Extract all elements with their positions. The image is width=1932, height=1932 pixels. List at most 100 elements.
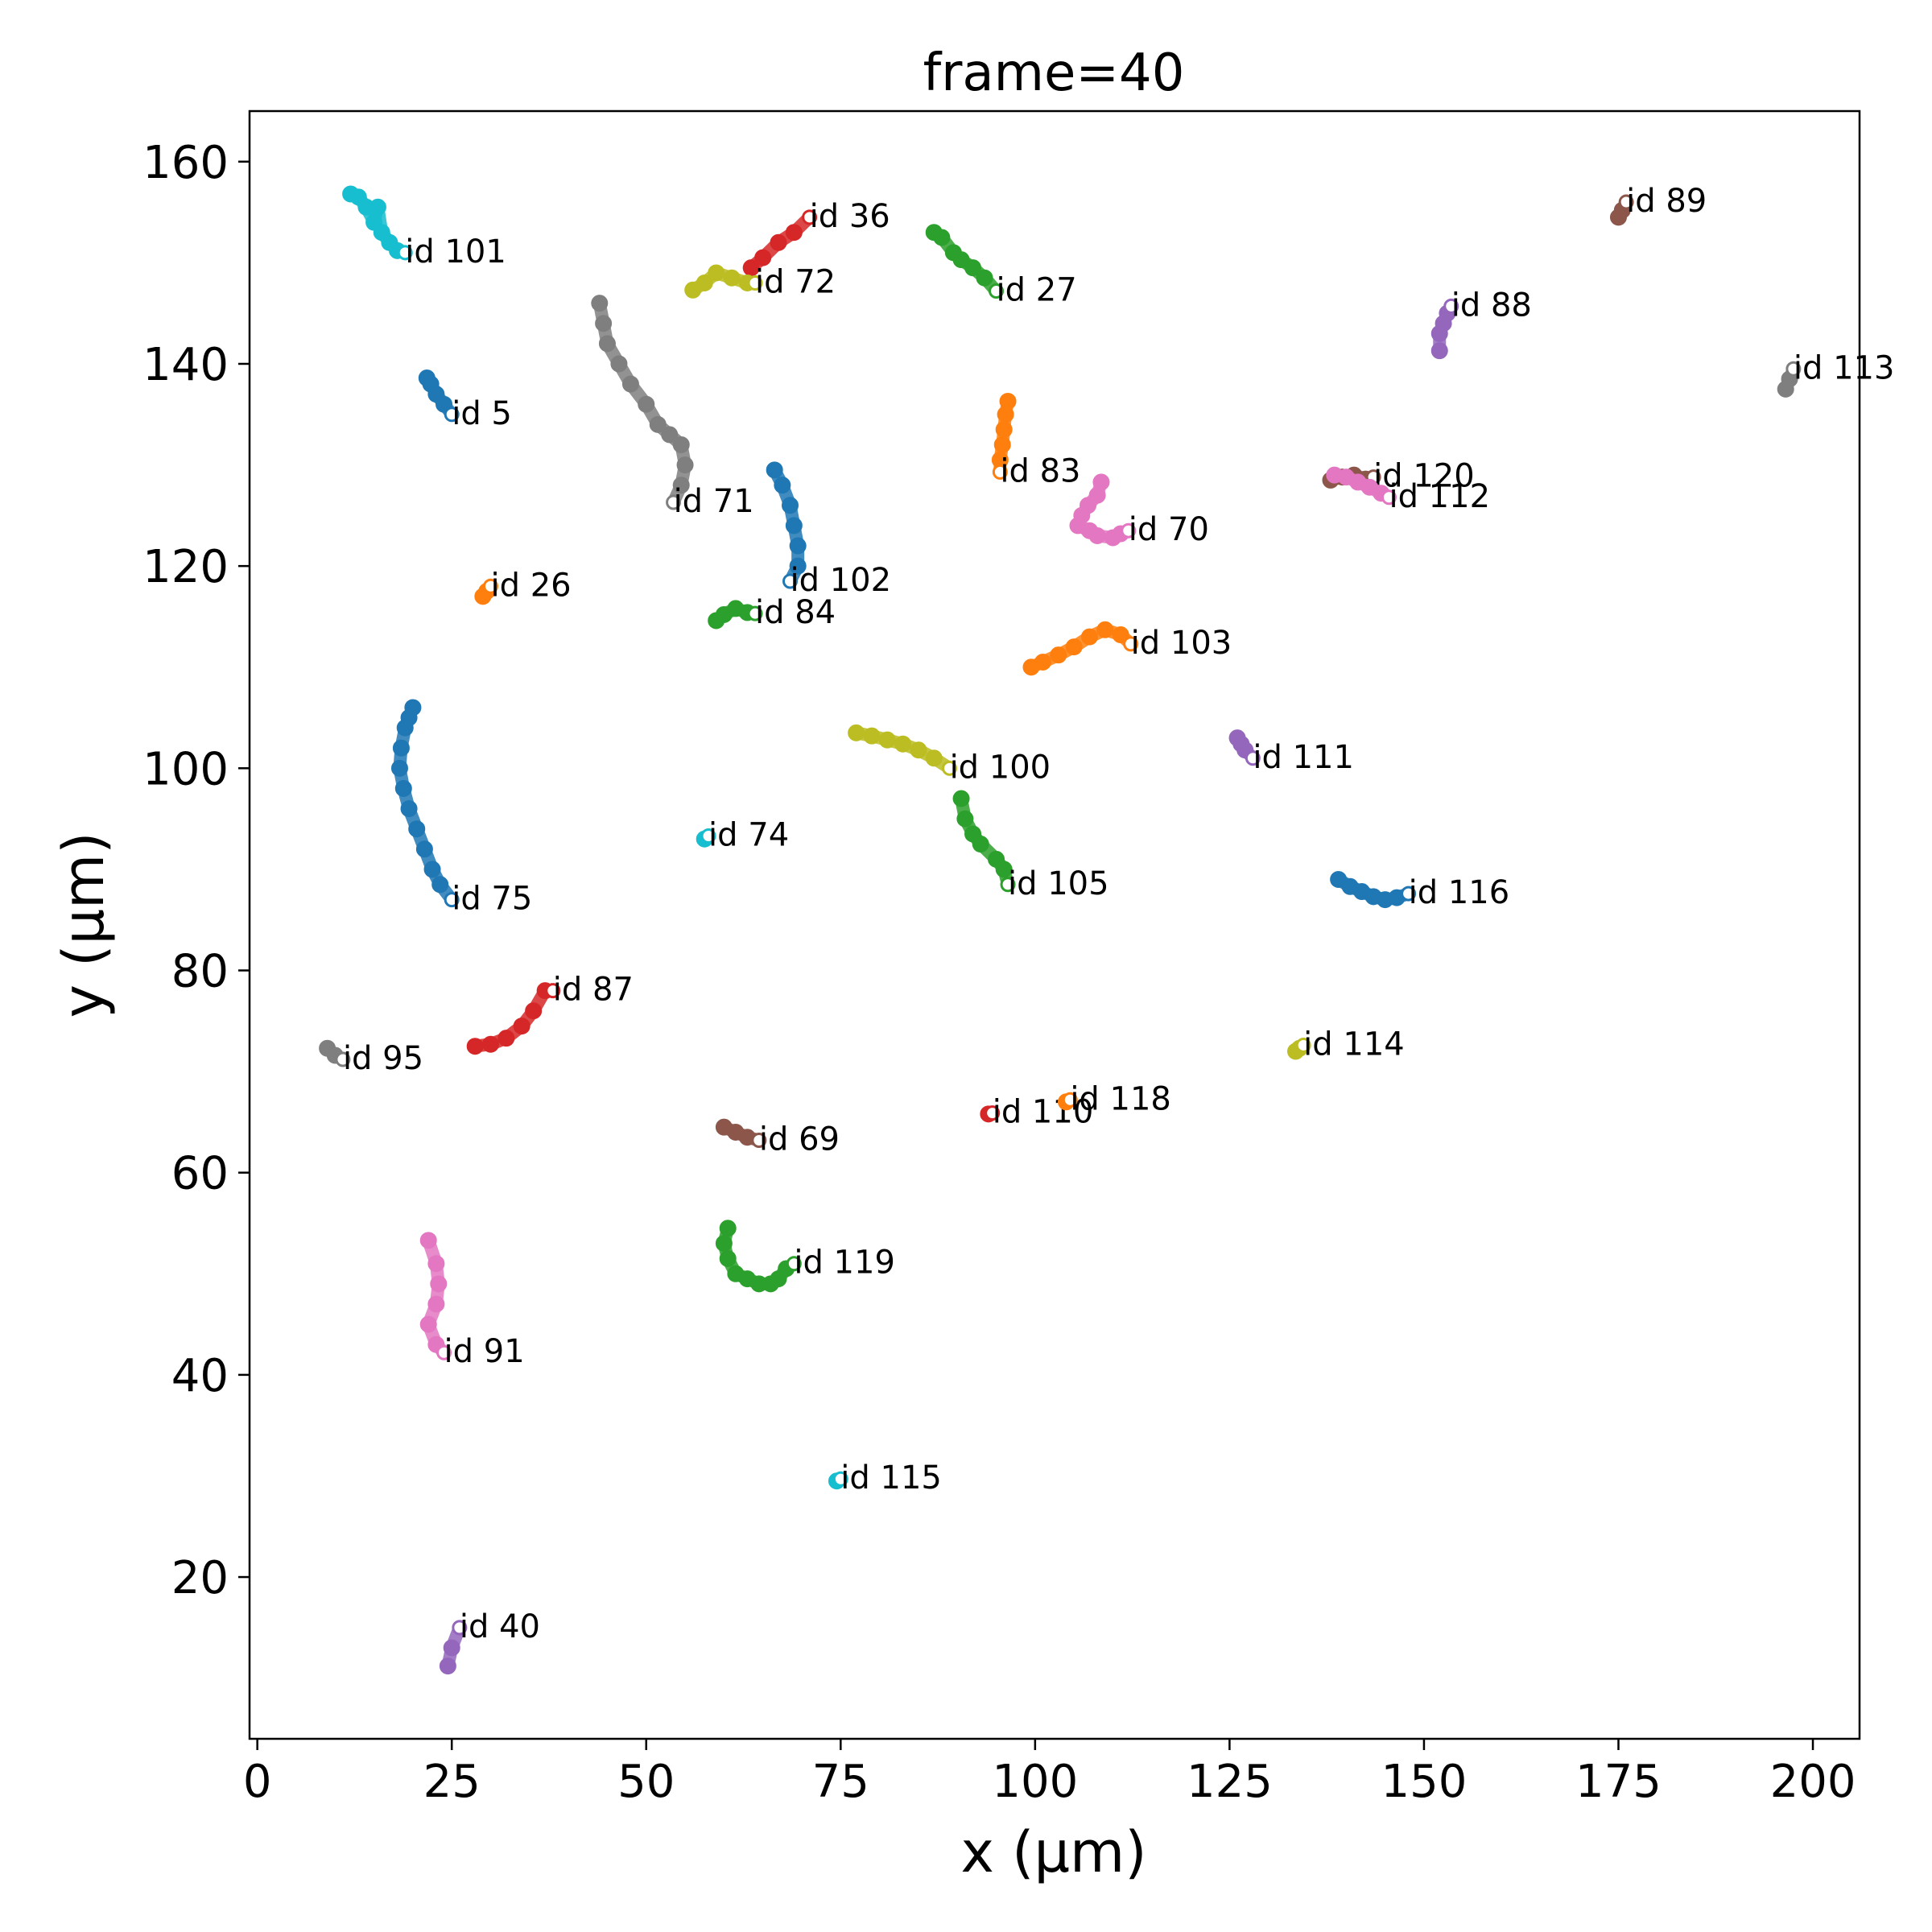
- track-point: [394, 779, 412, 797]
- track-point: [723, 269, 741, 287]
- track-id-40: id 40: [439, 1608, 540, 1675]
- x-axis-label: x (μm): [960, 1819, 1146, 1885]
- track-point: [995, 861, 1013, 878]
- track-label: id 26: [491, 567, 572, 604]
- track-label: id 72: [755, 264, 836, 301]
- track-id-119: id 119: [715, 1220, 895, 1293]
- track-point: [1050, 646, 1067, 664]
- track-point: [666, 494, 682, 510]
- track-point: [415, 840, 433, 858]
- track-point: [444, 892, 460, 908]
- track-point: [1112, 626, 1129, 644]
- track-point: [789, 557, 807, 575]
- track-point: [786, 1256, 802, 1272]
- track-label: id 111: [1253, 739, 1354, 776]
- track-point: [591, 295, 609, 312]
- track-id-5: id 5: [418, 369, 512, 432]
- track-id-75: id 75: [390, 699, 532, 918]
- track-point: [1088, 526, 1106, 544]
- track-point: [782, 573, 798, 589]
- y-tick-label: 100: [142, 743, 229, 795]
- y-tick-label: 80: [171, 946, 229, 998]
- track-point: [1381, 489, 1397, 506]
- track-label: id 114: [1303, 1026, 1405, 1063]
- y-axis-label: y (μm): [51, 832, 117, 1018]
- track-point: [747, 275, 763, 291]
- x-axis: 0 25 50 75 100 125 150 175 200: [243, 1739, 1856, 1808]
- track-id-36: id 36: [742, 198, 890, 277]
- track-id-88: id 88: [1430, 287, 1532, 360]
- track-point: [832, 1471, 848, 1487]
- track-point: [708, 264, 725, 282]
- track-point: [431, 876, 449, 894]
- track-label: id 119: [794, 1245, 895, 1282]
- y-axis: 20 40 60 80 100 120 140 160: [142, 137, 250, 1604]
- track-id-84: id 84: [708, 594, 836, 631]
- track-point: [419, 1232, 437, 1249]
- track-point: [595, 315, 613, 332]
- track-point: [789, 537, 807, 555]
- track-point: [621, 375, 639, 393]
- track-point: [785, 224, 803, 242]
- track-id-102: id 102: [766, 461, 891, 599]
- track-point: [894, 735, 912, 753]
- track-point: [925, 749, 943, 767]
- track-label: id 102: [790, 562, 891, 599]
- track-point: [1618, 194, 1634, 210]
- track-point: [770, 233, 787, 251]
- tracks: id 101 id 5 id 26 id 75 id 87 id 95 id 91 id 40…: [319, 183, 1895, 1675]
- track-point: [1121, 522, 1137, 539]
- x-tick-label: 25: [423, 1756, 481, 1808]
- track-label: id 36: [810, 198, 890, 235]
- track-point: [719, 1220, 737, 1237]
- track-id-83: id 83: [991, 392, 1080, 489]
- track-label: id 116: [1409, 874, 1510, 911]
- track-label: id 91: [444, 1333, 525, 1370]
- track-point: [545, 983, 561, 999]
- track-point: [802, 209, 818, 225]
- track-label: id 5: [452, 395, 512, 432]
- x-tick-label: 0: [243, 1756, 272, 1808]
- track-point: [742, 259, 760, 277]
- track-point: [649, 415, 667, 433]
- plot-frame: [248, 109, 1861, 1740]
- track-point: [423, 861, 441, 878]
- track-point: [910, 741, 927, 759]
- track-point: [392, 739, 410, 757]
- track-id-27: id 27: [925, 224, 1077, 309]
- track-point: [610, 355, 628, 373]
- track-label: id 89: [1626, 183, 1707, 220]
- track-label: id 75: [452, 881, 532, 918]
- track-point: [443, 1639, 460, 1657]
- track-id-69: id 69: [715, 1118, 840, 1158]
- track-point: [878, 731, 896, 749]
- track-label: id 70: [1129, 511, 1209, 548]
- x-tick-label: 100: [992, 1756, 1078, 1808]
- track-id-70: id 70: [1069, 473, 1209, 548]
- track-point: [397, 245, 413, 261]
- track-label: id 113: [1794, 349, 1895, 386]
- track-point: [696, 275, 713, 292]
- track-point: [976, 269, 993, 287]
- track-id-111: id 111: [1228, 729, 1354, 776]
- track-point: [942, 760, 958, 776]
- x-tick-label: 50: [617, 1756, 675, 1808]
- track-point: [751, 1133, 767, 1149]
- track-point: [985, 1105, 1001, 1121]
- track-id-115: id 115: [828, 1459, 942, 1496]
- track-id-71: id 71: [591, 295, 754, 520]
- chart-title: frame=40: [923, 43, 1185, 103]
- track-point: [964, 259, 982, 277]
- track-id-103: id 103: [1022, 621, 1232, 676]
- track-point: [1785, 361, 1802, 377]
- x-tick-label: 150: [1381, 1756, 1467, 1808]
- track-point: [1295, 1037, 1311, 1053]
- track-point: [747, 605, 763, 621]
- track-point: [781, 497, 799, 514]
- track-point: [408, 820, 426, 838]
- track-label: id 83: [1000, 452, 1080, 489]
- track-id-87: id 87: [466, 972, 634, 1055]
- track-point: [444, 407, 460, 423]
- track-point: [754, 249, 772, 266]
